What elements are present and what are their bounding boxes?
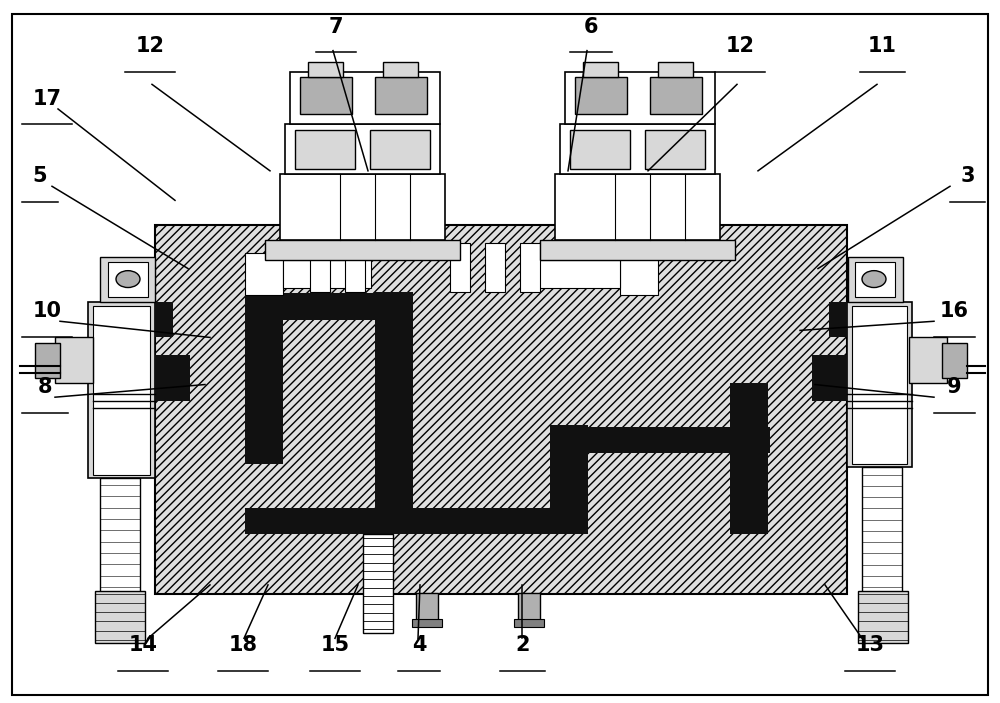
Bar xyxy=(514,619,544,627)
Bar xyxy=(416,593,438,622)
Bar xyxy=(730,383,768,453)
Bar xyxy=(300,77,352,114)
Bar xyxy=(283,260,371,288)
Circle shape xyxy=(116,271,140,288)
Bar xyxy=(550,427,770,453)
Bar xyxy=(829,302,847,337)
Bar xyxy=(108,262,148,297)
Bar xyxy=(245,292,283,464)
Bar xyxy=(812,355,847,401)
Bar xyxy=(520,243,540,292)
Bar xyxy=(847,302,912,467)
Bar xyxy=(265,240,460,260)
Text: 4: 4 xyxy=(412,636,426,655)
Text: 10: 10 xyxy=(32,302,62,321)
Text: 12: 12 xyxy=(726,37,755,56)
Bar xyxy=(450,243,470,292)
Bar xyxy=(155,355,190,401)
Bar xyxy=(290,72,440,124)
Text: 16: 16 xyxy=(940,302,969,321)
Bar xyxy=(375,506,413,534)
Bar xyxy=(295,130,355,169)
Bar xyxy=(645,130,705,169)
Bar xyxy=(485,243,505,292)
Bar xyxy=(412,619,442,627)
Bar xyxy=(35,343,60,378)
Bar xyxy=(375,77,427,114)
Bar xyxy=(375,292,413,534)
Text: 12: 12 xyxy=(136,37,164,56)
Bar xyxy=(245,253,283,295)
Bar xyxy=(245,293,390,320)
Bar xyxy=(858,591,908,643)
Text: 18: 18 xyxy=(228,636,258,655)
Bar xyxy=(245,508,555,534)
Bar xyxy=(155,225,847,594)
Bar xyxy=(100,257,155,302)
Bar xyxy=(363,534,393,633)
Bar xyxy=(535,260,620,288)
Text: 6: 6 xyxy=(584,17,598,37)
Bar xyxy=(555,174,720,240)
Text: 9: 9 xyxy=(947,378,962,397)
Bar xyxy=(155,302,173,337)
Text: 17: 17 xyxy=(32,89,62,109)
Bar xyxy=(88,302,155,478)
Bar xyxy=(383,62,418,77)
Bar xyxy=(565,72,715,124)
Bar xyxy=(855,262,895,297)
Bar xyxy=(909,337,947,383)
Bar xyxy=(540,240,735,260)
Text: 5: 5 xyxy=(33,167,47,186)
Bar xyxy=(730,427,768,534)
Bar xyxy=(650,77,702,114)
Bar xyxy=(370,130,430,169)
Text: 3: 3 xyxy=(960,167,975,186)
Bar xyxy=(560,124,715,174)
Bar xyxy=(55,337,93,383)
Text: 8: 8 xyxy=(38,378,52,397)
Bar xyxy=(583,62,618,77)
Bar xyxy=(658,62,693,77)
Text: 15: 15 xyxy=(320,636,350,655)
Circle shape xyxy=(862,271,886,288)
Bar xyxy=(280,174,445,240)
Text: 11: 11 xyxy=(868,37,897,56)
Bar xyxy=(848,257,903,302)
Bar xyxy=(852,306,907,464)
Bar xyxy=(518,593,540,622)
Bar xyxy=(575,77,627,114)
Text: 14: 14 xyxy=(129,636,158,655)
Bar xyxy=(100,478,140,594)
Bar xyxy=(570,130,630,169)
Bar xyxy=(862,467,902,594)
Bar xyxy=(620,253,658,295)
Text: 13: 13 xyxy=(856,636,885,655)
Text: 7: 7 xyxy=(329,17,343,37)
Bar xyxy=(95,591,145,643)
Bar xyxy=(345,243,365,292)
Text: 2: 2 xyxy=(515,636,530,655)
Bar xyxy=(93,306,150,475)
Bar xyxy=(942,343,967,378)
Bar xyxy=(310,243,330,292)
Bar xyxy=(550,425,588,534)
Bar xyxy=(308,62,343,77)
Bar xyxy=(285,124,440,174)
